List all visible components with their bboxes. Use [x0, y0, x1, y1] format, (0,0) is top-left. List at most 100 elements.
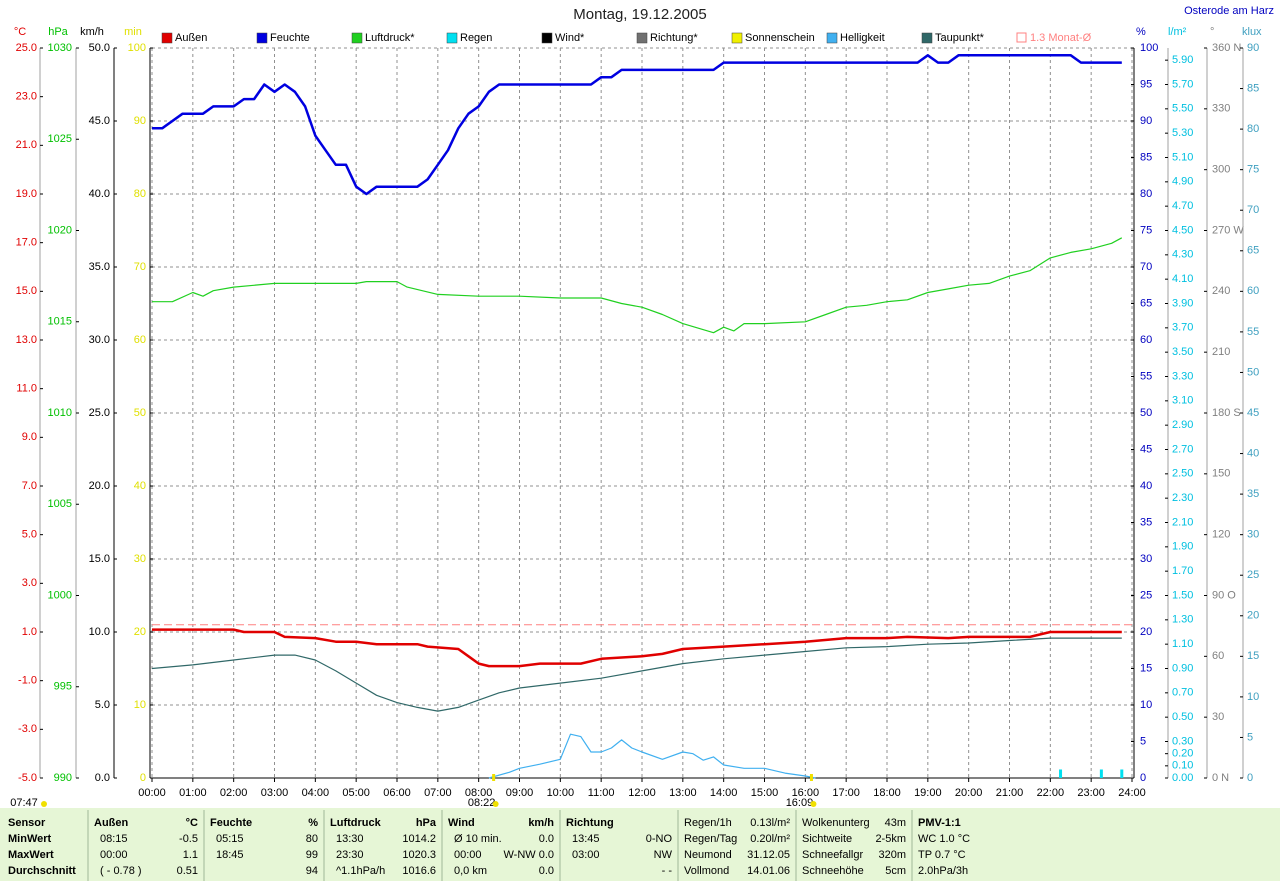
series-line: [488, 733, 816, 779]
x-tick-label: 20:00: [955, 787, 983, 799]
y-tick-label: 90: [134, 115, 146, 127]
group-title: Wind: [448, 817, 475, 829]
dawn-label: 07:47: [10, 797, 38, 809]
y-tick-label: 30: [1247, 529, 1259, 541]
y-tick-label: 30.0: [89, 334, 110, 346]
legend-swatch: [1016, 32, 1027, 43]
cell: 13:30: [336, 833, 364, 845]
x-tick-label: 14:00: [710, 787, 738, 799]
cell: 0.20l/m²: [750, 833, 790, 845]
y-tick-label: 300: [1212, 164, 1230, 176]
y-tick-label: 15.0: [89, 553, 110, 565]
cell: 0.13l/m²: [750, 817, 790, 829]
cell: WC 1.0 °C: [918, 833, 970, 845]
cell: Regen/Tag: [684, 833, 737, 845]
y-tick-label: 80: [1247, 123, 1259, 135]
y-tick-label: 70: [1140, 261, 1152, 273]
row-label: Sensor: [8, 817, 46, 829]
y-tick-label: 30: [1140, 553, 1152, 565]
x-tick-label: 23:00: [1077, 787, 1105, 799]
y-tick-label: 90 O: [1212, 589, 1236, 601]
y-tick-label: 35: [1247, 488, 1259, 500]
y-tick-label: 65: [1140, 297, 1152, 309]
legend-label: 1.3 Monat-Ø: [1030, 32, 1092, 44]
cell: 80: [306, 833, 318, 845]
legend-swatch: [161, 32, 173, 44]
y-tick-label: 40: [1140, 480, 1152, 492]
y-tick-label: -1.0: [18, 675, 37, 687]
y-tick-label: 50: [1140, 407, 1152, 419]
cell: 2-5km: [875, 833, 906, 845]
x-tick-label: 16:00: [792, 787, 820, 799]
row-label: MinWert: [8, 833, 52, 845]
legend-swatch: [541, 32, 553, 44]
cell: 18:45: [216, 849, 244, 861]
table-background: [0, 808, 1280, 881]
y-tick-label: 10.0: [89, 626, 110, 638]
sun-label: 08:22: [468, 797, 496, 809]
y-tick-label: 2.10: [1172, 516, 1193, 528]
y-tick-label: 40: [1247, 447, 1259, 459]
y-tick-label: 90: [1140, 115, 1152, 127]
y-tick-label: 5.30: [1172, 127, 1193, 139]
y-tick-label: 0.90: [1172, 662, 1193, 674]
y-tick-label: 25: [1247, 569, 1259, 581]
group-title: Richtung: [566, 817, 614, 829]
cell: Schneehöhe: [802, 865, 864, 877]
axis-title: °: [1210, 26, 1214, 38]
y-tick-label: 100: [1140, 42, 1158, 54]
y-tick-label: 60: [134, 334, 146, 346]
cell: 0.51: [177, 865, 198, 877]
cell: 14.01.06: [747, 865, 790, 877]
y-tick-label: 1005: [48, 498, 72, 510]
cell: Regen/1h: [684, 817, 732, 829]
legend-swatch: [731, 32, 743, 44]
axis-title: klux: [1242, 26, 1262, 38]
y-tick-label: 15: [1140, 662, 1152, 674]
y-tick-label: 50: [1247, 366, 1259, 378]
y-tick-label: 40: [134, 480, 146, 492]
y-tick-label: 55: [1140, 370, 1152, 382]
y-tick-label: 1000: [48, 589, 72, 601]
cell: 00:00: [100, 849, 128, 861]
cell: 43m: [885, 817, 906, 829]
cell: Wolkenunterg: [802, 817, 870, 829]
y-tick-label: 995: [54, 681, 72, 693]
group-unit: %: [308, 817, 318, 829]
sun-marker: [809, 774, 813, 781]
y-tick-label: 35: [1140, 516, 1152, 528]
y-tick-label: 1.0: [22, 626, 37, 638]
y-tick-label: 5.50: [1172, 103, 1193, 115]
y-tick-label: 1020: [48, 224, 72, 236]
x-tick-label: 15:00: [751, 787, 779, 799]
legend-label: Regen: [460, 32, 492, 44]
rain-bar: [1120, 769, 1124, 778]
y-tick-label: 0: [1140, 772, 1146, 784]
x-tick-label: 12:00: [628, 787, 656, 799]
cell: 08:15: [100, 833, 128, 845]
cell: 2.0hPa/3h: [918, 865, 968, 877]
x-tick-label: 22:00: [1037, 787, 1065, 799]
y-tick-label: 20.0: [89, 480, 110, 492]
x-tick-label: 03:00: [261, 787, 289, 799]
y-tick-label: 0.00: [1172, 772, 1193, 784]
y-tick-label: 65: [1247, 245, 1259, 257]
x-tick-label: 24:00: [1118, 787, 1146, 799]
group-unit: km/h: [528, 817, 554, 829]
cell: 99: [306, 849, 318, 861]
y-tick-label: 5: [1247, 731, 1253, 743]
legend-label: Außen: [175, 32, 207, 44]
y-tick-label: 60: [1140, 334, 1152, 346]
y-tick-label: 5.10: [1172, 151, 1193, 163]
y-tick-label: 11.0: [16, 383, 37, 395]
y-tick-label: 1015: [48, 316, 72, 328]
y-tick-label: 360 N: [1212, 42, 1241, 54]
cell: NW: [654, 849, 673, 861]
cell: ( - 0.78 ): [100, 865, 142, 877]
y-tick-label: 240: [1212, 285, 1230, 297]
legend-swatch: [256, 32, 268, 44]
y-tick-label: 3.50: [1172, 346, 1193, 358]
y-tick-label: 55: [1247, 326, 1259, 338]
cell: Vollmond: [684, 865, 729, 877]
y-tick-label: 15: [1247, 650, 1259, 662]
